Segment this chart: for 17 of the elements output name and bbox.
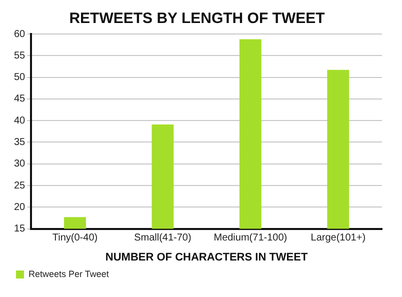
- legend-label: Retweets Per Tweet: [28, 268, 110, 279]
- y-tick-label: 15: [14, 224, 26, 235]
- y-tick-label: 30: [14, 158, 26, 170]
- y-tick-label: 40: [14, 115, 26, 126]
- y-tick-label: 55: [14, 50, 26, 62]
- chart-title: RETWEETS BY LENGTH OF TWEET: [69, 10, 325, 28]
- y-tick-label: 50: [14, 72, 26, 84]
- y-tick-label: 35: [14, 136, 26, 148]
- y-tick-label: 60: [14, 28, 26, 40]
- x-tick-label: Tiny(0-40): [52, 232, 98, 244]
- x-tick-label: Large(101+): [310, 232, 366, 244]
- x-axis-title: NUMBER OF CHARACTERS IN TWEET: [105, 251, 308, 264]
- x-tick-label: Medium(71-100): [214, 232, 288, 244]
- y-tick-label: 45: [14, 94, 26, 105]
- x-tick-label: Small(41-70): [134, 232, 192, 244]
- y-tick-label: 20: [14, 202, 26, 213]
- y-tick-label: 25: [14, 180, 26, 192]
